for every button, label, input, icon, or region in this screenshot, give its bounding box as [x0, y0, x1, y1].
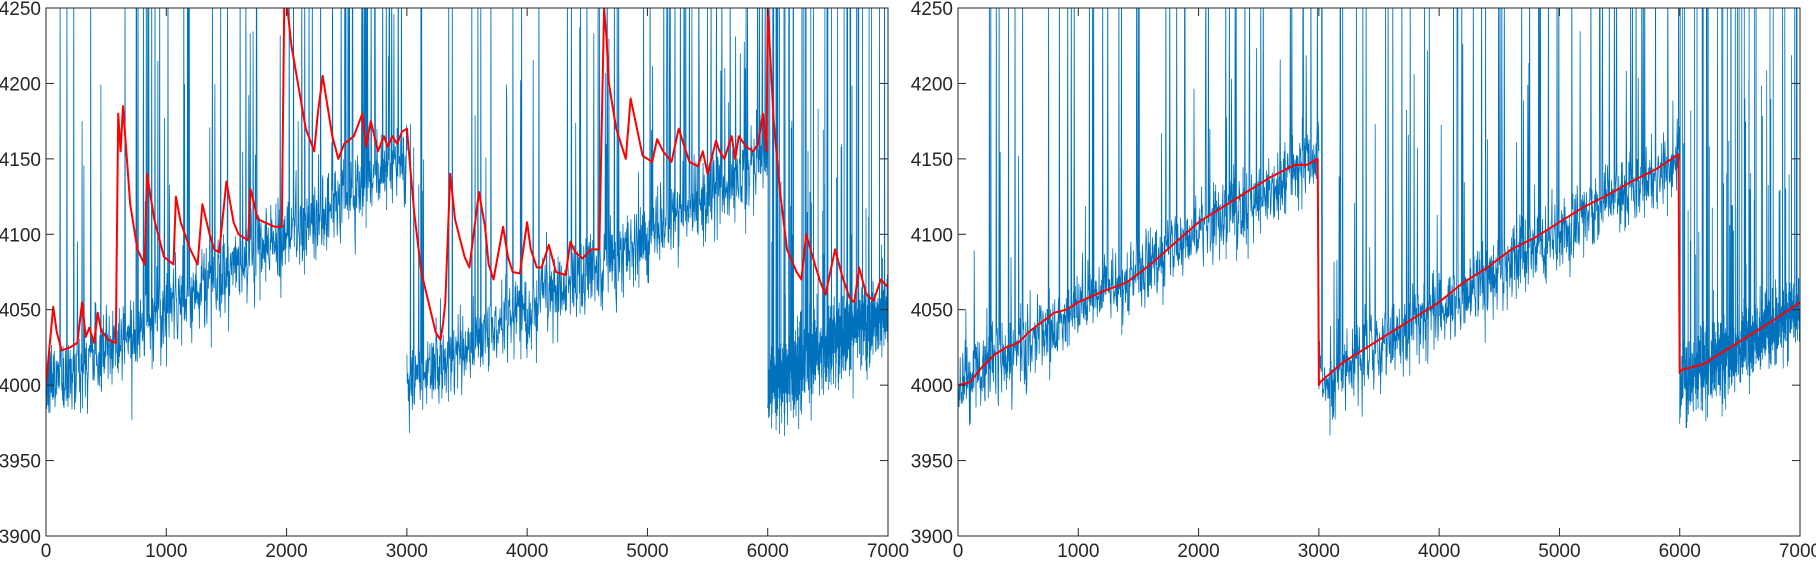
y-tick-label: 4200 [0, 74, 41, 95]
x-tick-label: 7000 [867, 541, 909, 562]
signal-line [46, 8, 888, 437]
estimate-line [46, 8, 888, 386]
x-tick-label: 3000 [386, 541, 428, 562]
x-tick-label: 6000 [1659, 541, 1701, 562]
chart-left: 0 1000 2000 3000 4000 5000 6000 7000 3900 3950 400… [0, 0, 909, 562]
x-tick-label: 2000 [1177, 541, 1219, 562]
x-tick-label: 1000 [145, 541, 187, 562]
y-tick-label: 4150 [911, 150, 953, 171]
x-tick-label: 1000 [1057, 541, 1099, 562]
y-tick-label: 4050 [911, 301, 953, 322]
x-tick-label: 5000 [626, 541, 668, 562]
y-tick-label: 4100 [0, 225, 41, 246]
y-tick-label: 4000 [911, 376, 953, 397]
x-tick-label: 0 [953, 541, 964, 562]
y-tick-label: 4000 [0, 376, 41, 397]
x-tick-label: 4000 [1418, 541, 1460, 562]
signal-line [958, 8, 1800, 436]
y-tick-label: 3950 [0, 452, 41, 473]
x-tick-label: 3000 [1298, 541, 1340, 562]
y-tick-label: 4200 [911, 74, 953, 95]
y-tick-label: 3900 [911, 527, 953, 548]
axes-frame [45, 7, 889, 537]
x-tick-label: 4000 [506, 541, 548, 562]
chart-right: 0 1000 2000 3000 4000 5000 6000 7000 3900 3950 400… [911, 0, 1816, 562]
y-tick-label: 4250 [0, 0, 41, 20]
x-tick-label: 7000 [1779, 541, 1816, 562]
plot-area [46, 8, 888, 437]
y-tick-label: 4100 [911, 225, 953, 246]
y-tick-label: 4150 [0, 150, 41, 171]
x-tick-label: 6000 [747, 541, 789, 562]
y-tick-label: 4050 [0, 301, 41, 322]
x-tick-label: 0 [41, 541, 52, 562]
plot-area [958, 8, 1800, 436]
estimate-line [958, 153, 1800, 387]
y-tick-label: 3950 [911, 452, 953, 473]
axes-frame [957, 7, 1801, 537]
x-tick-label: 5000 [1538, 541, 1580, 562]
y-tick-label: 3900 [0, 527, 41, 548]
y-tick-label: 4250 [911, 0, 953, 20]
x-tick-label: 2000 [265, 541, 307, 562]
